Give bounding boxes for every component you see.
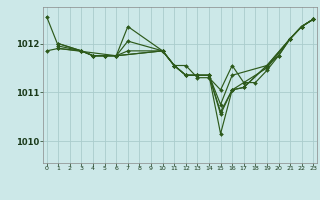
Text: Graphe pression niveau de la mer (hPa): Graphe pression niveau de la mer (hPa) [59,180,261,189]
